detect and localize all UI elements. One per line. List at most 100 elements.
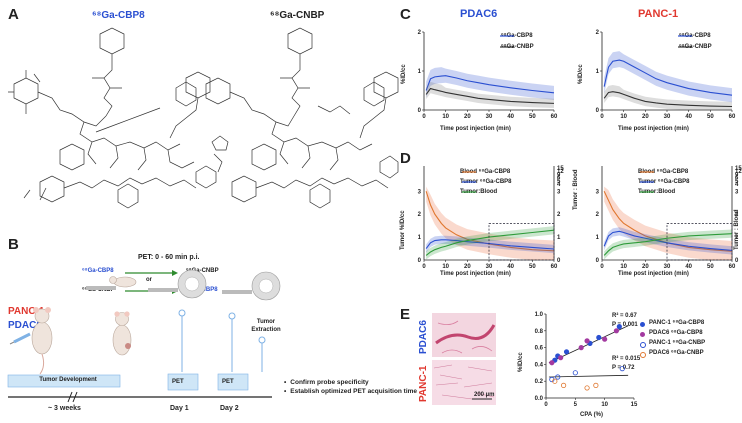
p-cnbp: P = 0.72 <box>612 365 635 371</box>
day2-label: Day 2 <box>220 405 239 412</box>
chart-c1-title: PDAC6 <box>460 8 498 20</box>
series-line <box>425 87 555 104</box>
x-tick-label: 60 <box>551 114 558 120</box>
x-tick-label: 0 <box>422 264 426 270</box>
chart-c2-xlabel: Time post injection (min) <box>618 126 689 132</box>
scale-bar-label: 200 µm <box>474 392 495 398</box>
probe-left-top: ⁶⁸Ga-CBP8 <box>82 268 114 274</box>
scatter-point <box>613 328 620 334</box>
series-line <box>425 191 555 252</box>
y-tick-label: 2 <box>418 212 422 218</box>
x-tick-label: 30 <box>664 114 671 120</box>
chart-d1-xlabel: Time post injection (min) <box>440 271 511 277</box>
x-tick-label: 0 <box>600 114 604 120</box>
x-tick-label: 30 <box>486 264 493 270</box>
chart-e-svg: 0.0 0.2 0.4 0.6 0.8 1.0 0 5 10 15 <box>535 312 638 408</box>
mouse-tumor-icon <box>112 311 132 356</box>
legend-d1-tumor: Tumor ⁶⁸Ga-CBP8 <box>460 179 512 185</box>
chemical-structures <box>8 27 399 209</box>
chart-c1-xlabel: Time post injection (min) <box>440 126 511 132</box>
scatter-point <box>593 382 599 389</box>
series-line <box>603 59 733 96</box>
x-tick-label: 50 <box>707 114 714 120</box>
legend-e-marker <box>640 342 646 348</box>
pet-day1-box: PET <box>172 379 184 385</box>
x-tick-label: 0 <box>422 114 426 120</box>
compound-cnbp-title: ⁶⁸Ga-CNBP <box>270 10 325 21</box>
x-tick-label: 20 <box>642 264 649 270</box>
x-tick-label: 50 <box>529 264 536 270</box>
x-tick-label: 20 <box>642 114 649 120</box>
x-tick-label: 15 <box>631 402 638 408</box>
series-line <box>603 91 733 108</box>
day1-label: Day 1 <box>170 405 189 412</box>
confidence-band <box>426 235 554 254</box>
mouse-injection-icon <box>9 307 53 375</box>
scatter-point <box>549 360 555 366</box>
histology-panc1-label: PANC-1 <box>418 365 429 402</box>
x-tick-label: 30 <box>664 264 671 270</box>
y-tick-label: 6 <box>735 176 739 182</box>
y-tick-label: 2 <box>596 30 600 36</box>
y-tick-label: 0 <box>418 258 422 264</box>
legend-d1-ratio: Tumor:Blood <box>460 189 498 195</box>
histology-images <box>432 313 496 405</box>
weeks-label: ~ 3 weeks <box>48 405 81 412</box>
confidence-band <box>604 186 732 260</box>
y-tick-label: 3 <box>418 189 422 195</box>
legend-d2-ratio: Tumor:Blood <box>638 189 676 195</box>
x-tick-label: 0 <box>600 264 604 270</box>
series-line <box>425 75 555 94</box>
y-tick-label: 0 <box>557 258 561 264</box>
scatter-point <box>596 334 602 341</box>
x-tick-label: 20 <box>464 264 471 270</box>
model-pdac6-label: PDAC6 <box>8 320 42 331</box>
series-line <box>425 239 555 250</box>
legend-e-label: PDAC6 ⁶⁸Ga-CBP8 <box>649 330 703 336</box>
scatter-point <box>560 382 567 389</box>
series-line <box>603 230 733 251</box>
scatter-point <box>555 374 561 380</box>
structure-cbp8 <box>8 27 229 209</box>
series-line <box>603 233 733 256</box>
y-tick-label: 0 <box>596 258 600 264</box>
panel-a-label: A <box>8 6 19 23</box>
chart-c2-title: PANC-1 <box>638 8 679 20</box>
y-tick-label: 1 <box>596 235 600 241</box>
y-tick-label: 1 <box>596 69 600 75</box>
model-panc1-label: PANC-1 <box>8 306 45 317</box>
x-tick-label: 10 <box>442 264 449 270</box>
y-tick-label: 9 <box>557 172 561 178</box>
x-tick-label: 20 <box>464 114 471 120</box>
y-tick-label: 15 <box>557 166 564 172</box>
y-tick-label: 3 <box>596 189 600 195</box>
histology-panc1 <box>432 360 496 405</box>
y-tick-label: 5 <box>557 179 561 185</box>
y-tick-label: 4 <box>557 182 561 188</box>
goal-item: Confirm probe specificity <box>284 378 417 387</box>
x-tick-label: 10 <box>620 114 627 120</box>
y-tick-label: 0 <box>418 108 422 114</box>
y-tick-label: 2 <box>735 212 739 218</box>
x-tick-label: 10 <box>620 264 627 270</box>
scatter-point <box>578 344 584 351</box>
panel-e-label: E <box>400 306 411 323</box>
legend-d2-blood: Blood ⁶⁸Ga-CBP8 <box>638 169 689 175</box>
timeline-diagram <box>7 269 281 403</box>
r2-cnbp: R² = 0.015 <box>612 356 641 362</box>
pet-day2-box: PET <box>222 379 234 385</box>
y-tick-label: 0.0 <box>535 396 544 402</box>
y-tick-label: 12 <box>557 169 564 175</box>
legend-c2-cnbp: ⁶⁸Ga-CNBP <box>679 44 712 50</box>
y-tick-label: 0 <box>596 108 600 114</box>
confidence-band <box>426 67 554 100</box>
confidence-band <box>604 85 732 110</box>
tumor-development-label: Tumor Development <box>39 377 97 383</box>
confidence-band <box>426 226 554 260</box>
y-tick-label: 1 <box>418 69 422 75</box>
